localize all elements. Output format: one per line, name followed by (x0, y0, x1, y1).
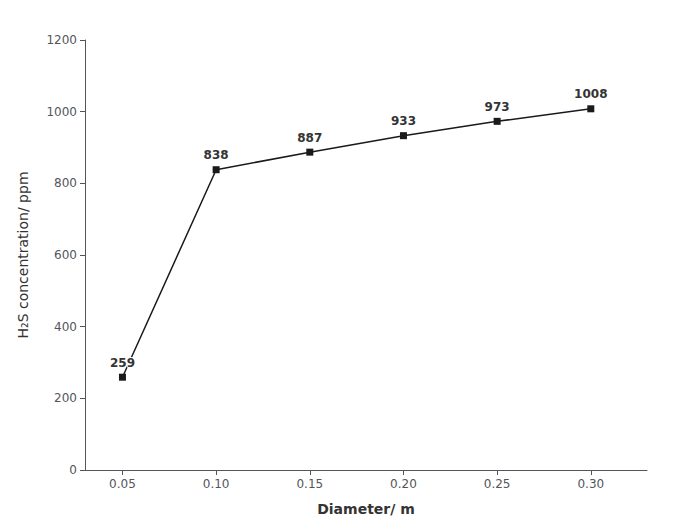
svg-text:0: 0 (69, 463, 77, 477)
svg-text:600: 600 (54, 248, 77, 262)
svg-text:933: 933 (391, 114, 416, 128)
svg-text:800: 800 (54, 176, 77, 190)
svg-text:1200: 1200 (46, 33, 77, 47)
svg-text:0.15: 0.15 (296, 477, 323, 491)
svg-text:887: 887 (297, 131, 322, 145)
svg-text:973: 973 (485, 100, 510, 114)
svg-text:1008: 1008 (574, 87, 607, 101)
svg-text:0.25: 0.25 (484, 477, 511, 491)
svg-text:Diameter/ m: Diameter/ m (317, 501, 415, 517)
svg-text:259: 259 (110, 356, 135, 370)
svg-text:H₂S concentration/ ppm: H₂S concentration/ ppm (15, 171, 31, 338)
svg-text:0.10: 0.10 (203, 477, 230, 491)
svg-text:0.30: 0.30 (577, 477, 604, 491)
svg-text:400: 400 (54, 320, 77, 334)
svg-text:1000: 1000 (46, 105, 77, 119)
svg-text:838: 838 (204, 148, 229, 162)
svg-text:0.20: 0.20 (390, 477, 417, 491)
svg-text:0.05: 0.05 (109, 477, 136, 491)
svg-text:200: 200 (54, 391, 77, 405)
